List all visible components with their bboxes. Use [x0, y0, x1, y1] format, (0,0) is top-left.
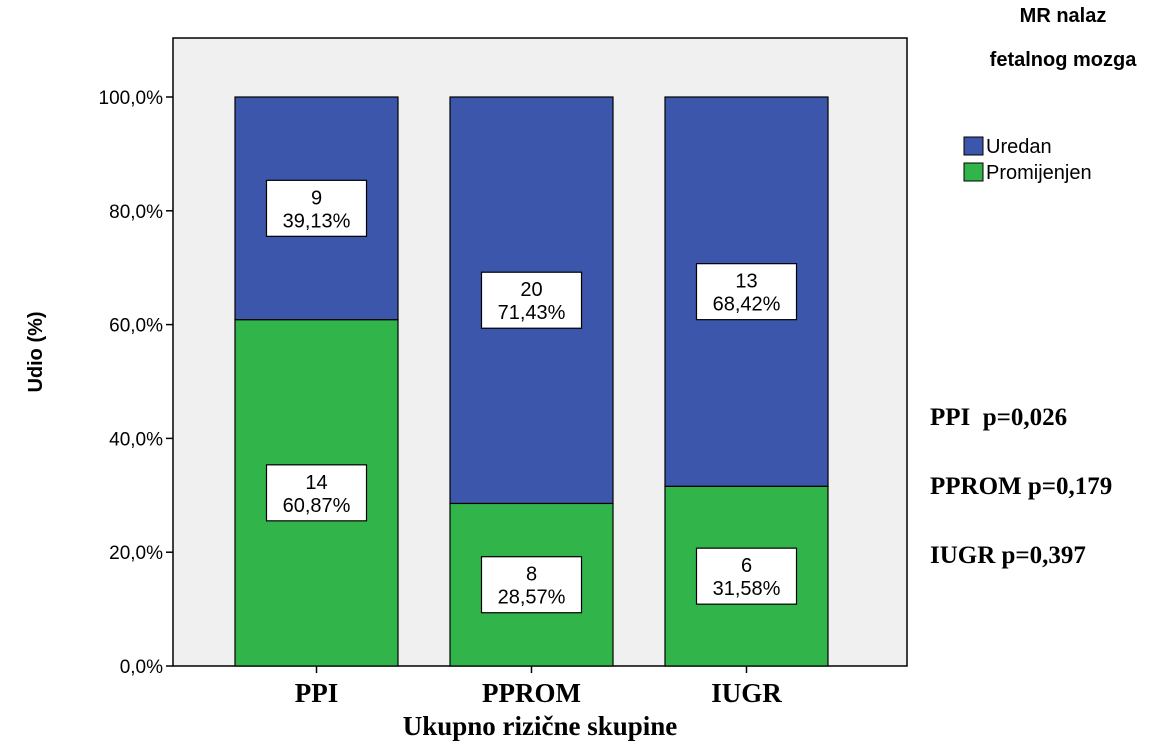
x-axis-label: Ukupno rizične skupine [403, 711, 678, 741]
data-label-count: 6 [741, 555, 752, 577]
legend-title-line-2: fetalnog mozga [990, 49, 1138, 71]
data-label-count: 14 [305, 472, 327, 494]
data-label-percent: 60,87% [283, 495, 351, 517]
legend-swatch-promijenjen [963, 162, 984, 182]
data-label-iugr-promijenjen: 631,58% [695, 547, 798, 605]
y-tick-label: 0,0% [120, 657, 163, 678]
data-label-ppi-uredan: 939,13% [265, 179, 368, 237]
y-tick-label: 80,0% [109, 202, 163, 223]
data-label-box [480, 556, 583, 614]
data-label-box [480, 271, 583, 329]
y-tick-label: 20,0% [109, 543, 163, 564]
y-tick-label: 100,0% [99, 88, 164, 109]
data-label-percent: 39,13% [283, 210, 351, 232]
x-tick-label-ppi: PPI [295, 678, 339, 708]
y-tick-label: 40,0% [109, 429, 163, 450]
legend-label-promijenjen: Promijenjen [986, 162, 1092, 184]
data-label-box [695, 547, 798, 605]
legend-label-uredan: Uredan [986, 136, 1052, 158]
data-label-percent: 28,57% [498, 587, 566, 609]
legend: MR nalaz fetalnog mozga Uredan Promijenj… [963, 5, 1138, 184]
data-label-percent: 71,43% [498, 302, 566, 324]
data-label-count: 8 [526, 564, 537, 586]
data-label-count: 20 [520, 279, 542, 301]
p-value-ppi: PPI p=0,026 [930, 404, 1067, 431]
y-axis-label: Udio (%) [25, 311, 47, 392]
data-label-box [265, 464, 368, 522]
data-label-count: 9 [311, 187, 322, 209]
data-label-box [695, 263, 798, 321]
x-tick-label-iugr: IUGR [711, 678, 782, 708]
legend-title-line-1: MR nalaz [1020, 5, 1107, 27]
legend-swatch-uredan [963, 136, 984, 156]
data-label-count: 13 [735, 271, 757, 293]
x-tick-label-pprom: PPROM [482, 678, 581, 708]
p-value-notes: PPI p=0,026 PPROM p=0,179 IUGR p=0,397 [930, 404, 1112, 569]
p-value-pprom: PPROM p=0,179 [930, 473, 1112, 500]
data-label-percent: 68,42% [713, 294, 781, 316]
p-value-iugr: IUGR p=0,397 [930, 542, 1086, 569]
data-label-pprom-promijenjen: 828,57% [480, 556, 583, 614]
data-label-box [265, 179, 368, 237]
data-label-percent: 31,58% [713, 578, 781, 600]
y-tick-label: 60,0% [109, 316, 163, 337]
